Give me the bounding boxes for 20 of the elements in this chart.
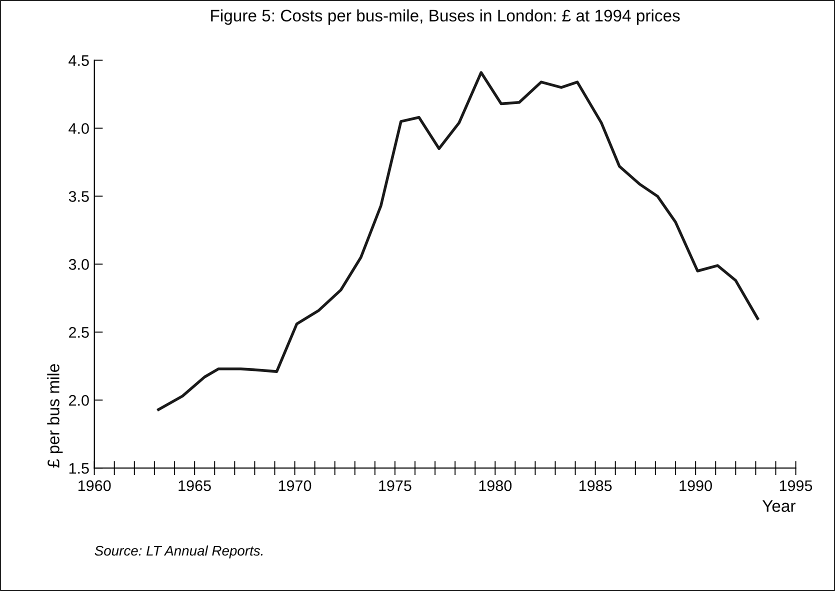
x-tick-label: 1995 [780, 480, 812, 492]
x-tick-label: 1980 [479, 480, 512, 492]
x-tick-label: 1990 [680, 480, 712, 492]
x-axis-title: Year [762, 500, 796, 512]
y-tick-label: 3.5 [68, 191, 89, 202]
y-tick-label: 2.0 [69, 394, 89, 406]
x-tick-label: 1975 [379, 480, 412, 492]
y-tick-label: 3.0 [68, 259, 89, 270]
y-tick-label: 4.5 [68, 55, 89, 66]
y-axis-title: £ per bus mile [47, 364, 63, 468]
source-note: Source: LT Annual Reports. [94, 545, 262, 558]
line-series [157, 71, 760, 412]
x-tick-label: 1970 [278, 480, 312, 492]
chart-title: Figure 5: Costs per bus-mile, Buses in London: £ at 1994 prices [211, 9, 680, 25]
x-tick-label: 1965 [178, 480, 211, 492]
y-tick-label: 4.0 [68, 123, 89, 134]
x-tick-label: 1960 [78, 480, 111, 492]
x-tick-label: 1985 [580, 480, 612, 492]
y-tick-label: 1.5 [69, 463, 89, 474]
y-tick-label: 2.5 [69, 327, 89, 338]
